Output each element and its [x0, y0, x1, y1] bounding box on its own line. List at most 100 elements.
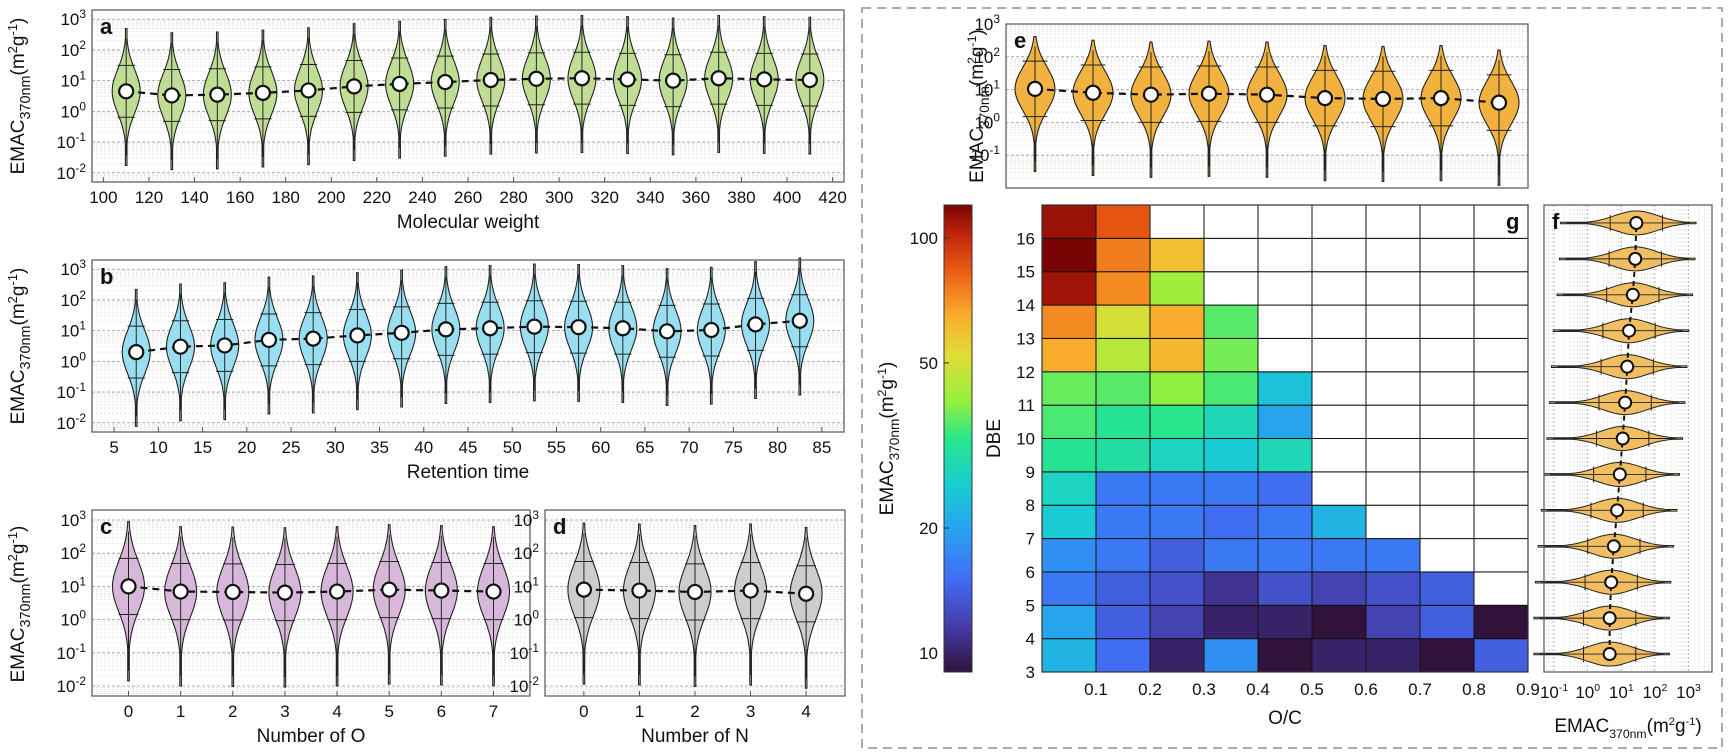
tick-label: 100 — [974, 110, 1000, 132]
median-marker — [349, 327, 366, 344]
y-tick-label: 13 — [1016, 329, 1035, 348]
median-marker — [120, 578, 137, 595]
heatmap-cell — [1257, 504, 1313, 540]
x-tick-label: 360 — [682, 188, 710, 207]
emac-axis-label: EMAC370nm(m2g-1) — [1554, 716, 1701, 741]
panel-f: f — [1533, 204, 1713, 673]
tick-exponent: 1 — [532, 574, 539, 588]
tick-base: 10 — [60, 577, 79, 596]
tick-label: 101 — [1609, 682, 1634, 702]
median-marker — [391, 75, 408, 93]
x-tick-label: 240 — [408, 188, 436, 207]
median-marker — [1625, 287, 1640, 302]
y-tick-label: 10 — [1016, 430, 1035, 449]
heatmap-cell — [1095, 371, 1151, 406]
tick-label: 10-1 — [57, 380, 87, 402]
median-marker — [631, 582, 648, 599]
median-marker — [756, 71, 773, 88]
tick-exponent: 0 — [79, 608, 86, 622]
median-marker — [528, 70, 545, 87]
emac-axis-label: EMAC370nm(m2g-1) — [5, 18, 34, 175]
panel-label: c — [100, 514, 112, 539]
label-unit: (m — [8, 303, 29, 325]
label-main: EMAC — [877, 460, 898, 515]
heatmap-cell — [1095, 438, 1151, 473]
x-tick-label: 0.2 — [1138, 680, 1162, 699]
label-unit: ) — [8, 268, 29, 274]
label-unit: g — [877, 379, 898, 390]
median-marker — [1602, 647, 1617, 662]
heatmap-cell — [1419, 237, 1475, 273]
median-marker — [575, 581, 592, 598]
median-marker — [1258, 86, 1276, 103]
median-marker — [433, 582, 450, 599]
tick-base: 10 — [1676, 683, 1695, 702]
heatmap-cell — [1203, 404, 1259, 439]
tick-exponent: 3 — [993, 12, 1000, 26]
median-marker — [570, 319, 587, 336]
median-marker — [224, 583, 241, 601]
heatmap-cell — [1149, 204, 1205, 239]
panel-e: e — [1005, 23, 1529, 189]
heatmap-cell — [1041, 538, 1097, 573]
heatmap-cell — [1095, 271, 1151, 306]
tick-exponent: 0 — [532, 608, 539, 622]
tick-exponent: -2 — [75, 161, 86, 175]
plot-frame — [1005, 23, 1529, 189]
heatmap-cell — [1041, 471, 1097, 506]
tick-exponent: -1 — [75, 380, 86, 394]
colorbar-tick-label: 20 — [919, 519, 938, 538]
tick-label: 102 — [60, 541, 86, 563]
y-tick-label: 5 — [1026, 596, 1035, 615]
median-marker — [482, 320, 499, 337]
x-tick-label: 3 — [280, 702, 289, 721]
heatmap-cell — [1365, 304, 1421, 339]
heatmap-cell — [1311, 438, 1367, 473]
tick-base: 10 — [1609, 683, 1628, 702]
x-tick-label: 0.1 — [1084, 680, 1108, 699]
tick-base: 10 — [60, 260, 79, 279]
label-main: EMAC — [8, 119, 29, 174]
tick-base: 10 — [510, 644, 529, 663]
heatmap-cell — [1203, 271, 1259, 306]
y-tick-label: 8 — [1026, 496, 1035, 515]
emac-axis-label: EMAC370nm(m2g-1) — [965, 29, 992, 183]
tick-exponent: -2 — [75, 411, 86, 425]
median-marker — [172, 338, 189, 355]
x-tick-label: 200 — [317, 188, 345, 207]
label-unit-exponent: 2 — [1669, 716, 1675, 728]
heatmap-cell — [1311, 571, 1367, 606]
tick-base: 10 — [60, 102, 79, 121]
label-unit-exponent: 2 — [965, 57, 979, 64]
label-subscript: 370nm — [1609, 727, 1646, 741]
heatmap-cell — [1149, 304, 1205, 339]
panel-label: g — [1506, 209, 1519, 234]
tick-exponent: -2 — [528, 674, 539, 688]
tick-base: 10 — [60, 322, 79, 341]
emac-axis-label: EMAC370nm(m2g-1) — [875, 362, 902, 516]
heatmap-cell — [1257, 471, 1313, 506]
x-tick-label: 0 — [579, 702, 588, 721]
x-tick-label: 30 — [326, 438, 345, 457]
tick-label: 10-2 — [57, 161, 87, 183]
tick-exponent: 3 — [79, 7, 86, 21]
x-tick-label: 280 — [499, 188, 527, 207]
tick-label: 102 — [974, 45, 1000, 67]
label-unit-exponent: -1 — [875, 368, 889, 379]
tick-base: 10 — [510, 677, 529, 696]
x-tick-label: 220 — [363, 188, 391, 207]
tick-exponent: 0 — [1594, 682, 1600, 694]
x-tick-label: 100 — [89, 188, 117, 207]
label-unit: g — [8, 36, 29, 47]
tick-exponent: -1 — [1559, 682, 1568, 694]
heatmap-cell — [1095, 304, 1151, 339]
heatmap-cell — [1365, 404, 1421, 439]
tick-exponent: 0 — [79, 99, 86, 113]
label-unit: g — [1675, 716, 1686, 737]
median-marker — [393, 324, 410, 341]
heatmap-cell — [1257, 204, 1313, 239]
y-tick-label: 11 — [1017, 396, 1035, 415]
label-subscript: 370nm — [18, 75, 34, 119]
tick-base: 10 — [60, 511, 79, 530]
x-tick-label: 260 — [454, 188, 482, 207]
